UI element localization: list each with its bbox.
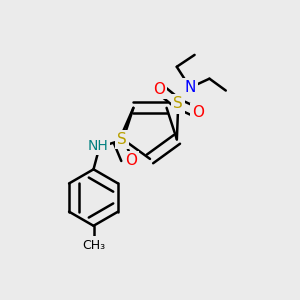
Text: N: N: [184, 80, 196, 95]
Text: O: O: [125, 153, 137, 168]
Text: S: S: [173, 96, 183, 111]
Text: O: O: [153, 82, 165, 97]
Text: S: S: [117, 132, 127, 147]
Text: NH: NH: [88, 139, 108, 152]
Text: O: O: [192, 105, 204, 120]
Text: CH₃: CH₃: [82, 238, 105, 252]
